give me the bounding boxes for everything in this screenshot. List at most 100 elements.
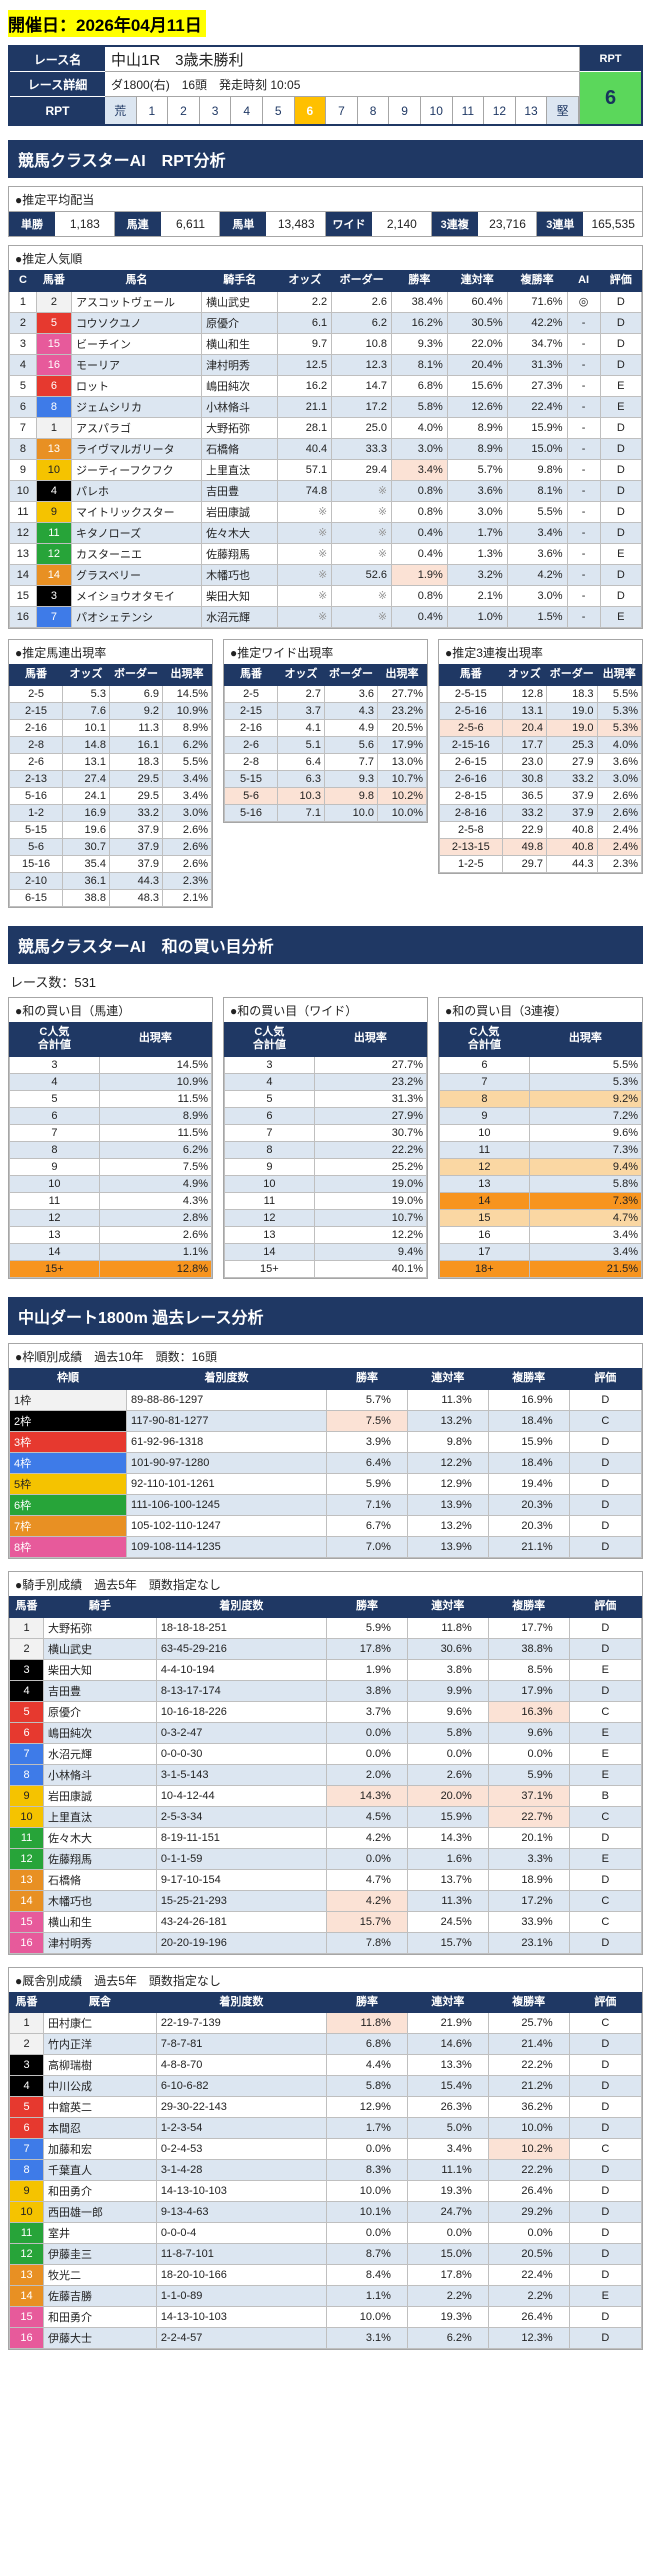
cell-win: 10.0% xyxy=(326,2180,408,2203)
wa-wide-table: C人気 合計値 出現率 3 27.7% 4 23.2% 5 31.3% 6 27.9% 7 30.7%… xyxy=(224,1021,428,1278)
cell-rate: 2.1% xyxy=(162,888,212,907)
cell-win: 1.9% xyxy=(326,1658,408,1681)
cell-name: 上里直汰 xyxy=(43,1805,157,1828)
rpt-cell[interactable]: 堅 xyxy=(547,97,579,124)
cell-border: 33.2 xyxy=(546,769,598,788)
cell-ev: D xyxy=(599,290,643,313)
cell-ren: 11.8% xyxy=(406,1616,489,1639)
cell-num: 2 xyxy=(35,290,72,313)
cell-fuku: 21.4% xyxy=(487,2033,570,2056)
umaren-occurrence-title: ●推定馬連出現率 xyxy=(15,645,107,660)
rpt-cell[interactable]: 12 xyxy=(484,97,516,124)
cell-name: 大野拓弥 xyxy=(43,1616,157,1639)
cell-sum: 16 xyxy=(439,1226,530,1244)
cell-sum: 9 xyxy=(224,1158,315,1176)
cell-horse: カスターニエ xyxy=(70,542,203,565)
cell-win: 5.9% xyxy=(326,1616,408,1639)
table-row: 2-15 3.7 4.3 23.2% xyxy=(223,701,427,720)
cell-odds: 74.8 xyxy=(277,479,333,502)
cell-odds: 30.8 xyxy=(501,769,548,788)
cell-sum: 4 xyxy=(9,1073,100,1091)
cell-odds: 5.1 xyxy=(277,735,325,754)
cell-ren: 14.3% xyxy=(406,1826,489,1849)
cell-ev: C xyxy=(568,1409,643,1432)
cell-border: 10.8 xyxy=(331,332,393,355)
table-row: 3 27.7% xyxy=(224,1056,428,1074)
cell-border: 40.8 xyxy=(546,820,598,839)
cell-ren: 2.6% xyxy=(406,1763,489,1786)
cell-sum: 12 xyxy=(224,1209,315,1227)
table-row: 8 小林脩斗 3-1-5-143 2.0% 2.6% 5.9% E xyxy=(8,1763,643,1786)
cell-name: 嶋田純次 xyxy=(43,1721,157,1744)
rpt-cell[interactable]: 荒 xyxy=(105,97,137,124)
cell-tally: 3-1-4-28 xyxy=(155,2159,328,2182)
rpt-scale: 荒 1 2 3 4 5 6 7 8 9 10 11 12 13 堅 xyxy=(105,97,579,124)
table-row: 15-16 35.4 37.9 2.6% xyxy=(8,854,212,873)
cell-sum: 8 xyxy=(224,1141,315,1159)
rpt-cell[interactable]: 4 xyxy=(231,97,263,124)
cell-tally: 10-4-12-44 xyxy=(155,1784,328,1807)
cell-ev: C xyxy=(568,2012,643,2035)
rpt-cell[interactable]: 10 xyxy=(420,97,453,124)
cell-rate: 2.6% xyxy=(596,803,643,822)
table-row: 15 和田勇介 14-13-10-103 10.0% 19.3% 26.4% D xyxy=(8,2306,643,2329)
cell-num: 7 xyxy=(35,605,72,628)
cell-rate: 6.2% xyxy=(162,735,212,754)
cell-sum: 3 xyxy=(224,1056,315,1074)
table-row: 5-6 30.7 37.9 2.6% xyxy=(8,837,212,856)
cell-odds: 13.1 xyxy=(501,701,548,720)
cell-name: 岩田康誠 xyxy=(43,1784,157,1807)
rpt-cell[interactable]: 13 xyxy=(515,97,548,124)
cell-ren: 20.0% xyxy=(406,1784,489,1807)
cell-rate: 27.7% xyxy=(377,684,427,703)
rpt-cell[interactable]: 8 xyxy=(357,97,390,124)
rpt-cell[interactable]: 1 xyxy=(136,97,169,124)
rpt-cell[interactable]: 2 xyxy=(168,97,200,124)
event-date-text: 開催日：2026年04月11日 xyxy=(8,10,206,37)
cell-jockey: 小林脩斗 xyxy=(201,395,279,418)
rpt-cell-selected[interactable]: 6 xyxy=(294,97,327,124)
cell-jockey: 木幡巧也 xyxy=(201,563,279,586)
table-row: 8枠 109-108-114-1235 7.0% 13.9% 21.1% D xyxy=(8,1535,643,1558)
cell-ren: 24.5% xyxy=(406,1910,489,1933)
column-header: オッズ xyxy=(277,663,325,686)
cell-num: 16 xyxy=(8,1931,45,1954)
cell-win: 4.0% xyxy=(391,416,448,439)
cell-win: 4.7% xyxy=(326,1868,408,1891)
cell-jockey: 水沼元輝 xyxy=(201,605,279,628)
cell-num: 2 xyxy=(8,2033,45,2056)
cell-ren: 3.2% xyxy=(446,563,508,586)
cell-pair: 2-6 xyxy=(8,752,64,771)
table-row: 6-15 38.8 48.3 2.1% xyxy=(8,888,212,907)
cell-pair: 2-5-16 xyxy=(439,701,503,720)
cell-jockey: 柴田大知 xyxy=(201,584,279,607)
rpt-cell[interactable]: 3 xyxy=(199,97,232,124)
cell-odds: 10.3 xyxy=(277,786,325,805)
column-header: 馬番 xyxy=(439,663,503,686)
cell-rate: 5.5% xyxy=(596,684,643,703)
cell-tally: 7-8-7-81 xyxy=(155,2033,328,2056)
cell-num: 11 xyxy=(8,2222,45,2245)
table-row: 10 9.6% xyxy=(439,1124,643,1142)
cell-fuku: 8.5% xyxy=(487,1658,570,1681)
cell-ren: 5.8% xyxy=(406,1721,489,1744)
cell-jockey: 佐藤翔馬 xyxy=(201,542,279,565)
cell-pair: 2-16 xyxy=(8,718,64,737)
cell-ev: E xyxy=(568,1658,643,1681)
cell-ai: ◎ xyxy=(566,290,601,313)
rpt-cell[interactable]: 5 xyxy=(262,97,295,124)
cell-odds: 19.6 xyxy=(62,820,110,839)
rpt-cell[interactable]: 7 xyxy=(326,97,358,124)
cell-num: 9 xyxy=(8,1784,45,1807)
cell-border: ※ xyxy=(331,500,393,523)
rpt-cell[interactable]: 11 xyxy=(452,97,485,124)
rpt-cell[interactable]: 9 xyxy=(389,97,421,124)
cell-fuku: 8.1% xyxy=(506,479,568,502)
cell-sum: 17 xyxy=(439,1243,530,1261)
cell-rate: 10.7% xyxy=(313,1209,428,1227)
table-row: 4 中川公成 6-10-6-82 5.8% 15.4% 21.2% D xyxy=(8,2075,643,2098)
cell-fuku: 3.3% xyxy=(487,1847,570,1870)
cell-num: 3 xyxy=(35,584,72,607)
cell-ev: D xyxy=(568,2327,643,2350)
page-root: 開催日：2026年04月11日 レース名 中山1R 3歳未勝利 RPT レース詳… xyxy=(8,10,643,2351)
